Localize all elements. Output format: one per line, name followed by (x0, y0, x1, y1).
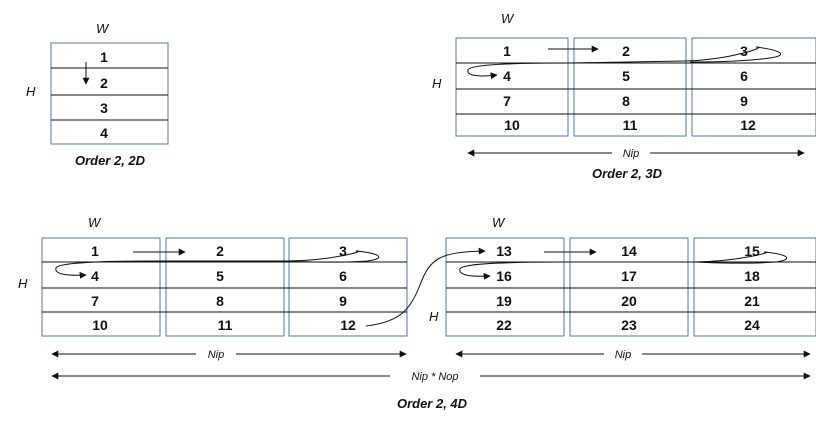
cell-2d: 2 (100, 75, 108, 91)
cell-4d: 22 (496, 317, 512, 333)
cell-3d: 1 (503, 43, 511, 59)
nip-label-3d: Nip (623, 148, 640, 160)
width-label-2d: W (96, 21, 110, 36)
cell-4d: 13 (496, 243, 512, 259)
cell-4d: 14 (621, 243, 637, 259)
wrap-arrow-icon (459, 261, 566, 280)
cell-3d: 2 (622, 43, 630, 59)
cell-4d: 20 (621, 293, 637, 309)
cell-2d: 1 (100, 49, 108, 65)
wrap-arrow-icon (467, 62, 569, 80)
nip-nop-label: Nip * Nop (411, 371, 458, 383)
cell-4d: 12 (340, 317, 356, 333)
cell-2d: 3 (100, 100, 108, 116)
height-label-2d: H (26, 84, 36, 99)
cell-4d: 19 (496, 293, 512, 309)
panel-4d: W H W H 1 4 7 10 2 5 8 11 3 6 9 12 13 16… (18, 215, 816, 411)
block-4d-border (569, 237, 689, 337)
cell-3d: 5 (622, 68, 630, 84)
block-4d-border (288, 237, 408, 337)
cell-4d: 21 (744, 293, 760, 309)
cell-4d: 5 (216, 268, 224, 284)
cell-3d: 6 (740, 68, 748, 84)
wrap-arrow-icon (55, 260, 161, 279)
cell-3d: 12 (740, 117, 756, 133)
width-label-4d: W (88, 215, 102, 230)
cell-4d: 16 (496, 268, 512, 284)
cell-4d: 18 (744, 268, 760, 284)
caption-4d: Order 2, 4D (397, 396, 468, 411)
cell-4d: 24 (744, 317, 760, 333)
caption-2d: Order 2, 2D (75, 153, 146, 168)
width-label-4d-group2: W (492, 215, 506, 230)
wrap-path (567, 46, 782, 64)
width-label-3d: W (501, 11, 515, 26)
cell-3d: 7 (503, 93, 511, 109)
cell-4d: 11 (218, 317, 233, 333)
panel-3d: W H 1 4 7 10 2 5 8 11 3 6 9 12 Nip Order… (432, 11, 816, 181)
caption-3d: Order 2, 3D (592, 166, 663, 181)
cell-4d: 1 (91, 243, 99, 259)
cell-4d: 8 (216, 293, 224, 309)
cross-group-arrow-icon (365, 247, 486, 327)
cell-4d: 7 (91, 293, 99, 309)
block-3d-border (455, 37, 569, 137)
height-label-3d: H (432, 76, 442, 91)
height-label-4d: H (18, 276, 28, 291)
cell-3d: 10 (504, 117, 520, 133)
cell-2d: 4 (100, 125, 108, 141)
cell-3d: 4 (503, 68, 511, 84)
grid-2d-border (50, 42, 169, 145)
nip-label-4d: Nip (208, 349, 225, 361)
cell-3d: 3 (740, 43, 748, 59)
cell-4d: 10 (92, 317, 108, 333)
cell-3d: 8 (622, 93, 630, 109)
cell-4d: 3 (339, 243, 347, 259)
block-4d-border (693, 237, 816, 337)
cell-4d: 9 (339, 293, 347, 309)
cell-4d: 6 (339, 268, 347, 284)
cell-4d: 4 (91, 268, 99, 284)
cell-3d: 11 (623, 117, 638, 133)
block-4d-border (165, 237, 285, 337)
height-label-4d-group2: H (429, 309, 439, 324)
cell-4d: 17 (621, 268, 637, 284)
cell-4d: 2 (216, 243, 224, 259)
wrap-path (160, 250, 380, 263)
wrap-path (565, 251, 788, 264)
block-3d-border (573, 37, 687, 137)
panel-2d: W H 1 2 3 4 Order 2, 2D (26, 21, 169, 168)
cell-3d: 9 (740, 93, 748, 109)
nip-label-4d-group2: Nip (615, 349, 632, 361)
block-4d-border (445, 237, 565, 337)
block-4d-border (41, 237, 161, 337)
cell-4d: 23 (621, 317, 637, 333)
block-3d-border (691, 37, 816, 137)
